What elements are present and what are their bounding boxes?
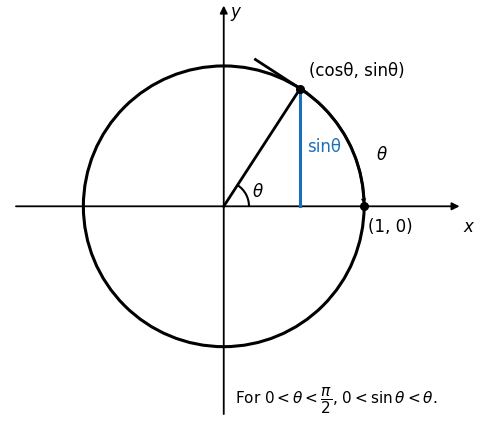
Text: (1, 0): (1, 0) <box>368 218 413 235</box>
Text: (cosθ, sinθ): (cosθ, sinθ) <box>309 62 404 80</box>
Text: y: y <box>231 3 241 21</box>
Text: θ: θ <box>253 183 263 201</box>
Text: sinθ: sinθ <box>307 139 341 156</box>
Text: θ: θ <box>376 146 387 164</box>
Text: For $0 < \theta < \dfrac{\pi}{2}$, $0 < \sin\theta < \theta.$: For $0 < \theta < \dfrac{\pi}{2}$, $0 < … <box>235 386 437 416</box>
Text: x: x <box>464 218 474 235</box>
